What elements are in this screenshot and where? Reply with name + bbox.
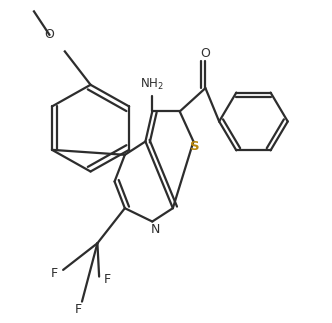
Text: NH$_2$: NH$_2$	[140, 77, 164, 92]
Text: S: S	[190, 140, 200, 153]
Text: F: F	[104, 273, 111, 287]
Text: N: N	[151, 224, 160, 236]
Text: O: O	[44, 28, 54, 41]
Text: O: O	[201, 47, 210, 59]
Text: F: F	[51, 267, 58, 280]
Text: F: F	[75, 303, 82, 317]
